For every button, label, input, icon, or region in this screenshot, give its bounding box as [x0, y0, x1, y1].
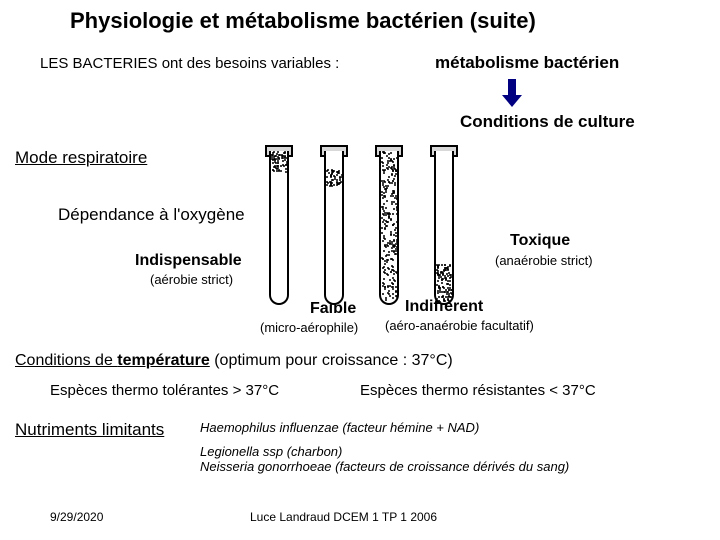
label-indispensable: Indispensable	[135, 252, 242, 270]
example-haemophilus: Haemophilus influenzae (facteur hémine +…	[200, 420, 479, 435]
example-legionella: Legionella ssp (charbon)	[200, 444, 342, 459]
cond-temp-prefix: Conditions de	[15, 352, 117, 369]
tube-aerobie-strict	[265, 145, 293, 305]
heading-conditions-temperature: Conditions de température (optimum pour …	[15, 352, 453, 370]
tube-anaerobie-strict	[430, 145, 458, 305]
thermo-resistantes: Espèces thermo résistantes < 37°C	[360, 382, 596, 399]
arrow-down-icon	[498, 77, 526, 109]
tube-micro-aerophile	[320, 145, 348, 305]
label-aerobie-strict: (aérobie strict)	[150, 272, 233, 287]
line-besoins: LES BACTERIES ont des besoins variables …	[40, 55, 339, 72]
cond-temp-word: température	[117, 352, 209, 369]
line-conditions: Conditions de culture	[460, 112, 635, 132]
heading-nutriments: Nutriments limitants	[15, 420, 164, 440]
label-toxique: Toxique	[510, 232, 570, 250]
slide-title: Physiologie et métabolisme bactérien (su…	[70, 8, 536, 34]
label-anaerobie-strict: (anaérobie strict)	[495, 253, 593, 268]
example-neisseria: Neisseria gonorrhoeae (facteurs de crois…	[200, 459, 569, 474]
line-metabolisme: métabolisme bactérien	[435, 53, 619, 73]
label-micro-aerophile: (micro-aérophile)	[260, 320, 358, 335]
heading-dependance-oxygene: Dépendance à l'oxygène	[58, 205, 245, 225]
heading-mode-respiratoire: Mode respiratoire	[15, 148, 147, 168]
tube-facultatif	[375, 145, 403, 305]
thermo-tolerantes: Espèces thermo tolérantes > 37°C	[50, 382, 279, 399]
footer-date: 9/29/2020	[50, 510, 103, 524]
cond-temp-suffix: (optimum pour croissance : 37°C)	[210, 352, 453, 369]
footer-author: Luce Landraud DCEM 1 TP 1 2006	[250, 510, 437, 524]
label-aero-anaerobie: (aéro-anaérobie facultatif)	[385, 318, 534, 333]
